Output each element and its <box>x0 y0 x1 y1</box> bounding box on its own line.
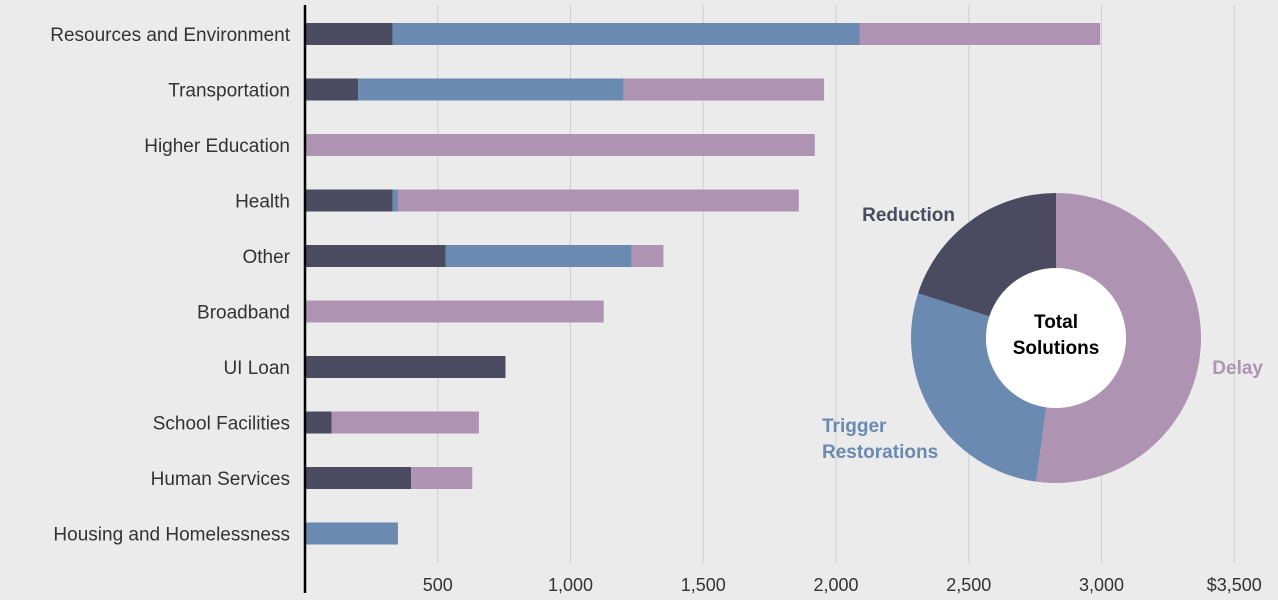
category-label: Human Services <box>151 469 290 490</box>
bar-higher-education-delay <box>305 134 815 156</box>
bar-other-delay <box>631 245 664 267</box>
bar-health-reduction <box>305 189 393 212</box>
bar-ui-loan-reduction <box>305 356 506 378</box>
x-tick-label: 500 <box>423 575 453 595</box>
category-label: Housing and Homelessness <box>53 525 290 546</box>
donut-label-reduction: Reduction <box>862 205 955 226</box>
x-tick-label: 2,000 <box>813 575 858 595</box>
x-tick-label: 2,500 <box>946 575 991 595</box>
donut-hole <box>986 268 1126 408</box>
bar-transportation-reduction <box>305 78 359 101</box>
donut-label-trigger-restorations: Trigger <box>822 416 887 437</box>
category-label: Resources and Environment <box>50 25 290 46</box>
bar-broadband-delay <box>305 300 604 323</box>
category-label: Health <box>235 192 290 213</box>
bar-housing-and-homelessness-trigger-restorations <box>305 522 398 545</box>
x-tick-label: 1,500 <box>681 575 726 595</box>
bar-health-delay <box>397 189 799 212</box>
bar-resources-and-environment-trigger-restorations <box>392 23 860 45</box>
bar-health-trigger-restorations <box>392 189 398 212</box>
category-label: Transportation <box>168 81 290 102</box>
bar-school-facilities-reduction <box>305 411 332 434</box>
donut-slice-reduction <box>918 193 1056 317</box>
donut-label-delay: Delay <box>1212 358 1263 379</box>
x-tick-label: 1,000 <box>548 575 593 595</box>
donut-slice-trigger-restorations <box>911 293 1047 482</box>
donut-center-label: Total <box>1034 312 1078 333</box>
bar-transportation-trigger-restorations <box>358 78 624 101</box>
category-label: Higher Education <box>144 136 290 157</box>
bar-school-facilities-delay <box>331 411 479 434</box>
bar-resources-and-environment-reduction <box>305 23 393 45</box>
donut-label-trigger-restorations: Restorations <box>822 442 938 463</box>
donut-slice-delay <box>1036 193 1201 483</box>
bar-chart <box>305 23 1101 545</box>
category-label: Other <box>242 247 290 268</box>
bar-other-reduction <box>305 245 446 267</box>
x-tick-label: 3,000 <box>1079 575 1124 595</box>
category-label: UI Loan <box>223 358 290 379</box>
bar-other-trigger-restorations <box>445 245 632 267</box>
bar-human-services-reduction <box>305 467 412 489</box>
donut-center-label: Solutions <box>1013 338 1100 359</box>
donut-chart: Total Solutions Delay Trigger Restorations Re… <box>822 193 1263 483</box>
category-labels: Resources and Environment Transportation H… <box>50 25 290 546</box>
category-label: School Facilities <box>153 414 290 435</box>
bar-resources-and-environment-delay <box>859 23 1101 45</box>
bar-transportation-delay <box>623 78 825 101</box>
category-label: Broadband <box>197 303 290 324</box>
bar-human-services-delay <box>411 467 473 489</box>
x-tick-label: $3,500 <box>1207 575 1262 595</box>
x-tick-labels: 500 1,000 1,500 2,000 2,500 3,000 $3,500 <box>423 575 1262 595</box>
